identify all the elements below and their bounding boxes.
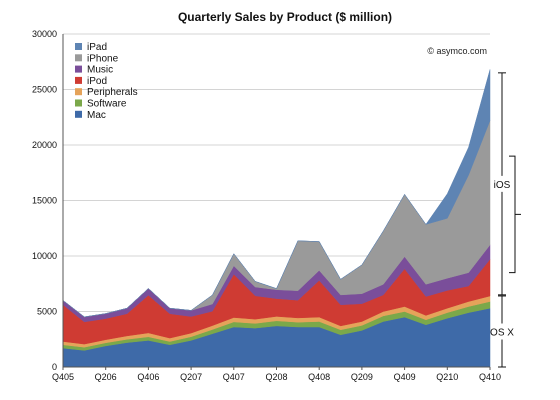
annotation-brackets: iOS OS X bbox=[490, 72, 521, 368]
legend-swatch-mac bbox=[75, 110, 82, 118]
x-tick-label: Q407 bbox=[223, 372, 245, 382]
x-tick-labels: Q405 Q206 Q406 Q207 Q407 Q208 Q408 Q209 Q409 Q210… bbox=[52, 367, 501, 382]
credit-text: © asymco.com bbox=[427, 46, 487, 56]
x-tick-label: Q206 bbox=[95, 372, 117, 382]
stacked-areas bbox=[62, 69, 491, 368]
legend-swatch-music bbox=[75, 65, 82, 73]
y-tick-label: 0 bbox=[52, 362, 57, 372]
legend-swatch-peripherals bbox=[75, 88, 82, 96]
x-tick-label: Q410 bbox=[479, 372, 501, 382]
legend-swatch-iphone bbox=[75, 54, 82, 62]
y-tick-label: 30000 bbox=[32, 29, 57, 39]
x-tick-label: Q409 bbox=[394, 372, 416, 382]
x-tick-label: Q210 bbox=[436, 372, 458, 382]
legend: iPadiPhoneMusiciPodPeripheralsSoftwareMa… bbox=[75, 42, 138, 121]
y-tick-label: 25000 bbox=[32, 85, 57, 95]
legend-label-peripherals: Peripherals bbox=[87, 87, 138, 98]
x-tick-label: Q207 bbox=[180, 372, 202, 382]
y-tick-label: 5000 bbox=[37, 307, 57, 317]
x-tick-label: Q406 bbox=[137, 372, 159, 382]
y-tick-label: 15000 bbox=[32, 196, 57, 206]
bracket-ios-secondary bbox=[509, 155, 516, 274]
legend-label-ipad: iPad bbox=[87, 42, 107, 53]
bracket-os-x-label: OS X bbox=[490, 327, 514, 338]
legend-swatch-ipad bbox=[75, 43, 82, 50]
x-tick-label: Q208 bbox=[265, 372, 287, 382]
legend-label-software: Software bbox=[87, 99, 127, 110]
legend-swatch-ipod bbox=[75, 76, 82, 84]
y-tick-label: 20000 bbox=[32, 140, 57, 150]
x-tick-label: Q209 bbox=[351, 372, 373, 382]
chart-title: Quarterly Sales by Product ($ million) bbox=[178, 10, 392, 24]
area-ipad bbox=[62, 69, 491, 318]
legend-label-music: Music bbox=[87, 65, 113, 76]
legend-label-mac: Mac bbox=[87, 110, 106, 121]
legend-label-ipod: iPod bbox=[87, 76, 107, 87]
legend-label-iphone: iPhone bbox=[87, 53, 119, 64]
legend-swatch-software bbox=[75, 99, 82, 107]
bracket-ios-label: iOS bbox=[494, 180, 511, 191]
y-tick-labels: 0 5000 10000 15000 20000 25000 30000 bbox=[32, 29, 57, 372]
y-tick-label: 10000 bbox=[32, 251, 57, 261]
x-tick-label: Q408 bbox=[308, 372, 330, 382]
x-tick-label: Q405 bbox=[52, 372, 74, 382]
